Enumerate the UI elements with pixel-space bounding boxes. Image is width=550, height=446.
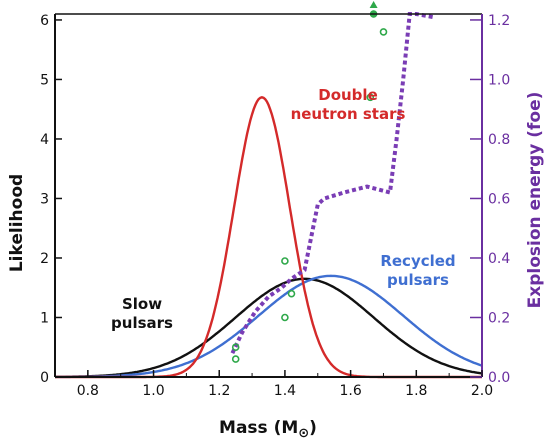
series-label-line: Slow xyxy=(122,295,162,313)
explosion-point-1 xyxy=(231,343,240,352)
y-right-tick-label-6: 1.2 xyxy=(488,13,510,29)
x-tick-label-5: 1.8 xyxy=(405,383,427,399)
y-left-tick-label-1: 1 xyxy=(40,310,49,326)
y-right-tick-label-5: 1.0 xyxy=(488,72,510,88)
x-tick-label-2: 1.2 xyxy=(208,383,230,399)
series-line-2 xyxy=(55,274,483,379)
explosion-point-3 xyxy=(281,257,289,265)
series-label-line: Recycled xyxy=(380,252,455,270)
series-line-1 xyxy=(54,277,483,379)
x-axis-title-sub: ⊙ xyxy=(298,426,309,441)
y-right-tick-label-2: 0.4 xyxy=(488,251,510,267)
explosion-point-7 xyxy=(379,28,388,36)
axes: 0.8 1.0 1.2 1.4 1.6 1.8 2.0 0 1 2 3 4 5 6 0.0 0.2 0.4 0.6… xyxy=(40,13,510,399)
x-tick-label-4: 1.6 xyxy=(339,383,361,399)
series-label-line: pulsars xyxy=(387,271,449,289)
y-right-tick-label-0: 0.0 xyxy=(488,370,510,386)
y-left-tick-label-3: 3 xyxy=(40,191,49,207)
y-left-tick-label-5: 5 xyxy=(40,72,49,88)
y-axis-left-title: Likelihood xyxy=(7,174,27,272)
x-tick-label-3: 1.4 xyxy=(274,383,296,399)
series-label-0: Double neutron stars xyxy=(291,86,406,123)
explosion-point-0 xyxy=(231,355,240,363)
explosion-point-5 xyxy=(366,93,375,102)
series-label-line: neutron stars xyxy=(291,105,406,123)
x-axis-title-end: ) xyxy=(309,418,317,438)
series-label-line: Double xyxy=(318,86,378,104)
series-label-1: Slow pulsars xyxy=(111,295,173,332)
y-axis-right-title: Explosion energy (foe) xyxy=(525,92,545,309)
explosion-point-2 xyxy=(281,313,289,322)
x-axis-title: Mass (M⊙) xyxy=(219,418,317,441)
y-left-tick-label-0: 0 xyxy=(40,370,49,386)
x-tick-label-6: 2.0 xyxy=(471,383,493,399)
y-left-tick-label-2: 2 xyxy=(40,251,49,267)
y-left-tick-label-4: 4 xyxy=(40,132,49,148)
y-left-tick-label-6: 6 xyxy=(40,13,49,29)
series-line-0 xyxy=(55,96,482,379)
arrow-marker-head xyxy=(369,1,378,8)
y-right-tick-label-3: 0.6 xyxy=(488,191,510,207)
series-label-2: Recycled pulsars xyxy=(380,252,455,289)
x-tick-label-0: 0.8 xyxy=(77,383,99,399)
x-tick-label-1: 1.0 xyxy=(142,383,164,399)
y-right-tick-label-1: 0.2 xyxy=(488,310,510,326)
explosion-energy-curve xyxy=(230,12,434,355)
x-axis-title-main: Mass (M xyxy=(219,418,298,438)
y-right-tick-label-4: 0.8 xyxy=(488,132,510,148)
series-label-line: pulsars xyxy=(111,314,173,332)
labels: Likelihood Explosion energy (foe) Mass (… xyxy=(7,92,545,441)
explosion-point-4 xyxy=(287,289,296,298)
